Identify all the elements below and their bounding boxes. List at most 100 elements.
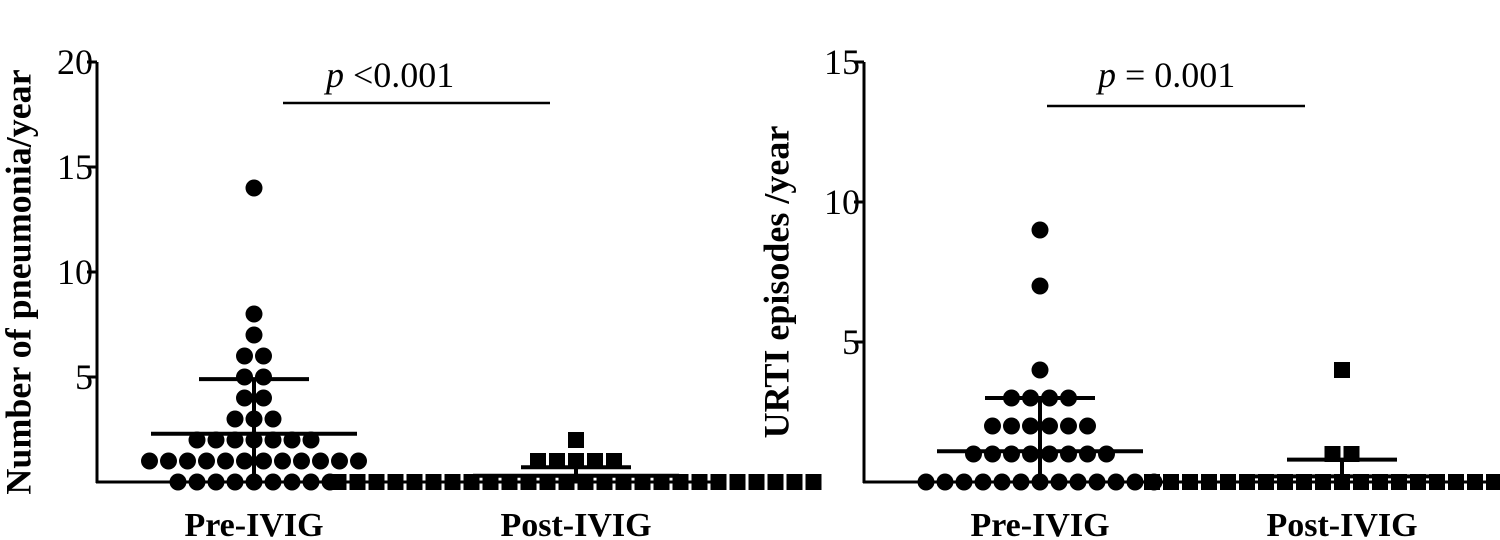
data-point-circle xyxy=(302,473,320,491)
y-tick-label: 15 xyxy=(824,42,860,82)
data-point-square xyxy=(530,453,546,469)
data-point-square xyxy=(1220,474,1236,490)
data-point-square xyxy=(596,474,613,490)
data-point-circle xyxy=(331,452,348,470)
data-point-circle xyxy=(1022,417,1039,435)
data-point-square xyxy=(425,474,442,490)
data-point-circle xyxy=(984,417,1001,435)
data-point-circle xyxy=(236,347,253,365)
data-point-circle xyxy=(179,452,196,470)
data-point-circle xyxy=(1069,473,1087,491)
data-point-circle xyxy=(245,179,263,197)
data-point-circle xyxy=(207,473,225,491)
p-value-symbol: p xyxy=(1095,55,1116,95)
data-point-circle xyxy=(1003,417,1020,435)
data-point-circle xyxy=(283,473,301,491)
data-point-square xyxy=(767,474,784,490)
data-point-circle xyxy=(293,452,310,470)
data-point-circle xyxy=(188,473,206,491)
data-point-circle xyxy=(226,431,244,449)
x-category-label: Pre-IVIG xyxy=(184,507,323,540)
data-point-square xyxy=(1201,474,1217,490)
data-point-circle xyxy=(198,452,215,470)
data-point-circle xyxy=(350,452,367,470)
data-point-square xyxy=(444,474,461,490)
chart-urti: 5 10 15 URTI episodes /year Pre-IVIG Post-IVI… xyxy=(756,42,1500,540)
x-category-label: Post-IVIG xyxy=(1266,507,1417,540)
data-point-square xyxy=(577,474,594,490)
data-point-circle xyxy=(1079,417,1096,435)
data-point-square xyxy=(1182,474,1198,490)
data-point-square xyxy=(549,453,565,469)
data-point-square xyxy=(368,474,385,490)
data-point-square xyxy=(539,474,556,490)
y-tick-label: 5 xyxy=(842,322,860,362)
y-tick-label: 5 xyxy=(75,357,93,397)
data-point-circle xyxy=(1041,445,1058,463)
data-point-square xyxy=(482,474,499,490)
data-point-square xyxy=(710,474,727,490)
data-point-square xyxy=(1486,474,1500,490)
data-point-square xyxy=(587,453,603,469)
data-point-square xyxy=(406,474,423,490)
data-point-square xyxy=(805,474,822,490)
data-point-circle xyxy=(245,326,263,344)
y-axis-title: Number of pneumonia/year xyxy=(0,69,38,494)
data-point-square xyxy=(349,474,366,490)
data-point-square xyxy=(568,453,584,469)
data-point-circle xyxy=(1012,473,1030,491)
data-point-square xyxy=(1163,474,1179,490)
data-point-circle xyxy=(255,347,272,365)
data-point-square xyxy=(520,474,537,490)
data-point-circle xyxy=(1022,445,1039,463)
data-point-square xyxy=(615,474,632,490)
data-point-square xyxy=(634,474,651,490)
data-point-square xyxy=(786,474,803,490)
data-point-square xyxy=(330,474,347,490)
chart-pneumonia: 5 10 15 20 Number of pneumonia/year Pre-IVIG P… xyxy=(0,42,822,540)
x-category-label: Pre-IVIG xyxy=(970,507,1109,540)
data-point-square xyxy=(558,474,575,490)
x-category-label: Post-IVIG xyxy=(500,507,651,540)
data-point-circle xyxy=(1031,221,1049,239)
data-point-circle xyxy=(917,473,935,491)
data-point-circle xyxy=(1060,445,1077,463)
data-point-circle xyxy=(255,368,272,386)
data-point-circle xyxy=(264,473,282,491)
data-point-circle xyxy=(283,431,301,449)
data-point-circle xyxy=(312,452,329,470)
y-tick-label: 10 xyxy=(824,182,860,222)
data-point-circle xyxy=(1098,445,1115,463)
data-point-square xyxy=(1334,362,1350,378)
data-point-circle xyxy=(1041,417,1058,435)
data-point-circle xyxy=(974,473,992,491)
data-point-circle xyxy=(936,473,954,491)
data-point-square xyxy=(1144,474,1160,490)
data-point-circle xyxy=(264,410,282,428)
data-point-square xyxy=(748,474,765,490)
data-point-circle xyxy=(169,473,187,491)
data-point-circle xyxy=(226,410,244,428)
y-axis-title: URTI episodes /year xyxy=(756,126,796,439)
data-point-circle xyxy=(1088,473,1106,491)
data-point-square xyxy=(463,474,480,490)
data-point-square xyxy=(1448,474,1464,490)
data-point-circle xyxy=(207,431,225,449)
data-point-circle xyxy=(274,452,291,470)
p-value-text: = 0.001 xyxy=(1116,55,1235,95)
data-point-circle xyxy=(1003,445,1020,463)
data-point-circle xyxy=(1126,473,1144,491)
data-point-circle xyxy=(1079,445,1096,463)
data-point-circle xyxy=(236,389,253,407)
data-point-circle xyxy=(217,452,234,470)
data-point-circle xyxy=(255,452,272,470)
data-point-circle xyxy=(236,452,253,470)
data-point-circle xyxy=(1060,417,1077,435)
y-tick-label: 20 xyxy=(57,42,93,82)
data-point-square xyxy=(501,474,518,490)
data-point-circle xyxy=(1031,361,1049,379)
p-value-text: <0.001 xyxy=(344,55,454,95)
data-point-circle xyxy=(984,445,1001,463)
data-point-square xyxy=(653,474,670,490)
